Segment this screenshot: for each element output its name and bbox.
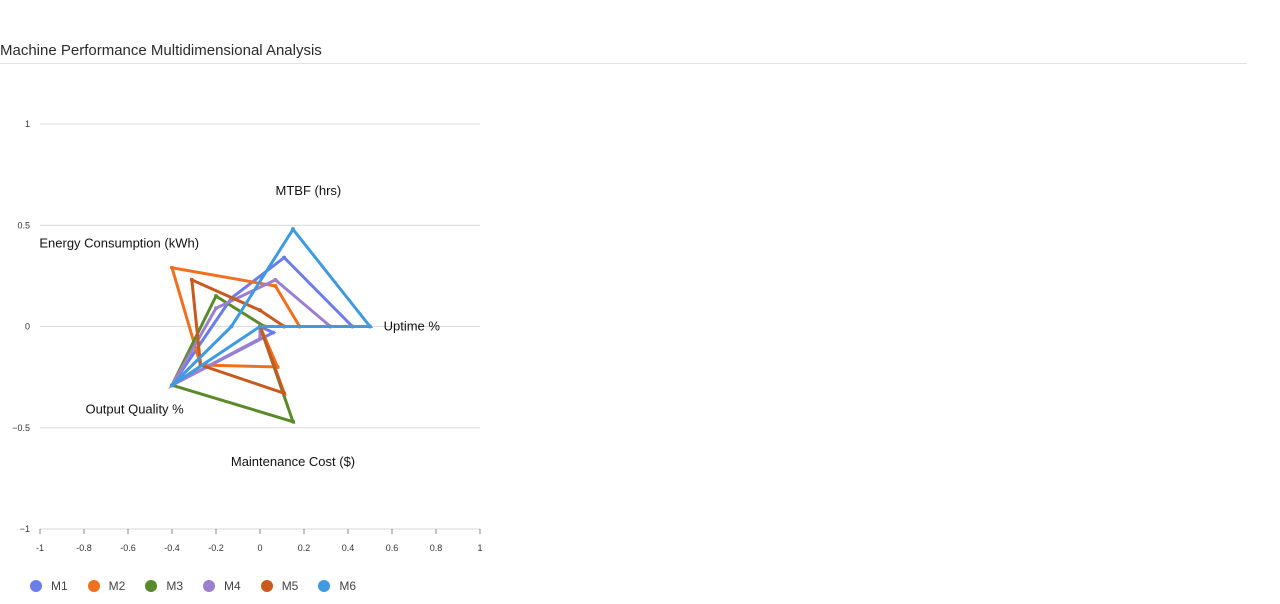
y-tick-label: −0.5 bbox=[12, 423, 30, 433]
legend-dot-icon bbox=[88, 580, 100, 592]
series-point-m4[interactable] bbox=[273, 278, 277, 282]
dimension-label: MTBF (hrs) bbox=[276, 183, 342, 198]
x-tick-label: 0 bbox=[257, 543, 262, 553]
legend-label: M6 bbox=[339, 579, 356, 593]
series-point-m6[interactable] bbox=[170, 383, 174, 387]
dimension-label: Energy Consumption (kWh) bbox=[39, 235, 199, 250]
series-point-m2[interactable] bbox=[170, 266, 174, 270]
series-point-m3[interactable] bbox=[214, 294, 218, 298]
legend-item-m3[interactable]: M3 bbox=[145, 579, 183, 593]
y-tick-label: −1 bbox=[20, 524, 30, 534]
x-tick-label: -0.8 bbox=[76, 543, 92, 553]
series-point-m5[interactable] bbox=[258, 308, 262, 312]
dimension-label: Uptime % bbox=[384, 319, 441, 334]
legend-label: M4 bbox=[224, 579, 241, 593]
series-point-m4[interactable] bbox=[258, 337, 262, 341]
series-point-m5[interactable] bbox=[190, 278, 194, 282]
series-point-m5[interactable] bbox=[282, 391, 286, 395]
series-point-m4[interactable] bbox=[214, 306, 218, 310]
series-point-m3[interactable] bbox=[291, 420, 295, 424]
legend-label: M3 bbox=[166, 579, 183, 593]
legend-label: M5 bbox=[282, 579, 299, 593]
legend-item-m4[interactable]: M4 bbox=[203, 579, 241, 593]
x-tick-label: 0.4 bbox=[342, 543, 355, 553]
y-tick-label: 0 bbox=[25, 322, 30, 332]
legend-dot-icon bbox=[318, 580, 330, 592]
y-tick-label: 1 bbox=[25, 119, 30, 129]
series-point-m2[interactable] bbox=[273, 284, 277, 288]
dimension-label: Output Quality % bbox=[85, 402, 184, 417]
legend-item-m6[interactable]: M6 bbox=[318, 579, 356, 593]
legend-dot-icon bbox=[30, 580, 42, 592]
x-tick-label: -0.2 bbox=[208, 543, 224, 553]
x-tick-label: 0.8 bbox=[430, 543, 443, 553]
legend-label: M2 bbox=[109, 579, 126, 593]
series-layer bbox=[170, 227, 372, 423]
series-point-m1[interactable] bbox=[271, 331, 275, 335]
legend-dot-icon bbox=[145, 580, 157, 592]
x-tick-label: 0.6 bbox=[386, 543, 399, 553]
dimension-label: Maintenance Cost ($) bbox=[231, 454, 355, 469]
y-tick-label: 0.5 bbox=[17, 220, 30, 230]
x-tick-label: -1 bbox=[36, 543, 44, 553]
series-point-m6[interactable] bbox=[229, 325, 233, 329]
legend-label: M1 bbox=[51, 579, 68, 593]
x-tick-label: 1 bbox=[477, 543, 482, 553]
series-point-m1[interactable] bbox=[282, 256, 286, 260]
legend: M1 M2 M3 M4 M5 M6 bbox=[30, 579, 376, 593]
legend-dot-icon bbox=[261, 580, 273, 592]
series-point-m6[interactable] bbox=[291, 227, 295, 231]
legend-dot-icon bbox=[203, 580, 215, 592]
legend-item-m2[interactable]: M2 bbox=[88, 579, 126, 593]
x-tick-label: -0.6 bbox=[120, 543, 136, 553]
series-point-m6[interactable] bbox=[258, 325, 262, 329]
x-tick-label: 0.2 bbox=[298, 543, 311, 553]
legend-item-m1[interactable]: M1 bbox=[30, 579, 68, 593]
x-tick-label: -0.4 bbox=[164, 543, 180, 553]
series-point-m6[interactable] bbox=[368, 325, 372, 329]
legend-item-m5[interactable]: M5 bbox=[261, 579, 299, 593]
